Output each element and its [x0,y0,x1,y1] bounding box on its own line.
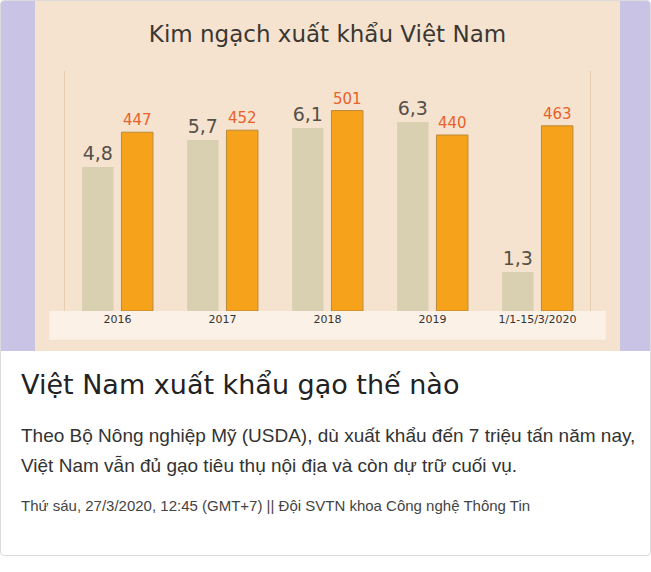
svg-text:6,1: 6,1 [293,103,323,125]
html-text:Theo Bộ Nông nghiệp Mỹ (USDA),: Theo Bộ Nông nghiệp Mỹ (USDA), dù xuất k… [21,425,636,476]
svg-text:2019: 2019 [419,313,447,326]
svg-text:452: 452 [228,109,257,127]
svg-text:6,3: 6,3 [398,97,428,119]
svg-text:463: 463 [543,105,572,123]
svg-text:501: 501 [333,90,362,108]
svg-text:2018: 2018 [314,313,342,326]
svg-text:440: 440 [438,114,467,132]
svg-text:2016: 2016 [104,313,132,326]
svg-text:Kim ngạch xuất khẩu Việt Nam: Kim ngạch xuất khẩu Việt Nam [149,21,506,47]
svg-text:4,8: 4,8 [83,142,113,164]
html-text:Thứ sáu, 27/3/2020, 12:45 (GMT: Thứ sáu, 27/3/2020, 12:45 (GMT+7) || Đội… [21,497,531,514]
html-text:Việt Nam xuất khẩu gạo thế nào: Việt Nam xuất khẩu gạo thế nào [21,369,460,400]
svg-text:1,3: 1,3 [503,247,533,269]
svg-text:447: 447 [123,111,152,129]
svg-text:1/1-15/3/2020: 1/1-15/3/2020 [498,313,576,326]
svg-text:5,7: 5,7 [188,115,218,137]
svg-text:2017: 2017 [209,313,237,326]
